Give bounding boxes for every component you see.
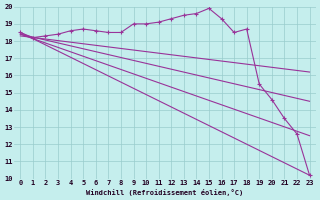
X-axis label: Windchill (Refroidissement éolien,°C): Windchill (Refroidissement éolien,°C)	[86, 189, 244, 196]
